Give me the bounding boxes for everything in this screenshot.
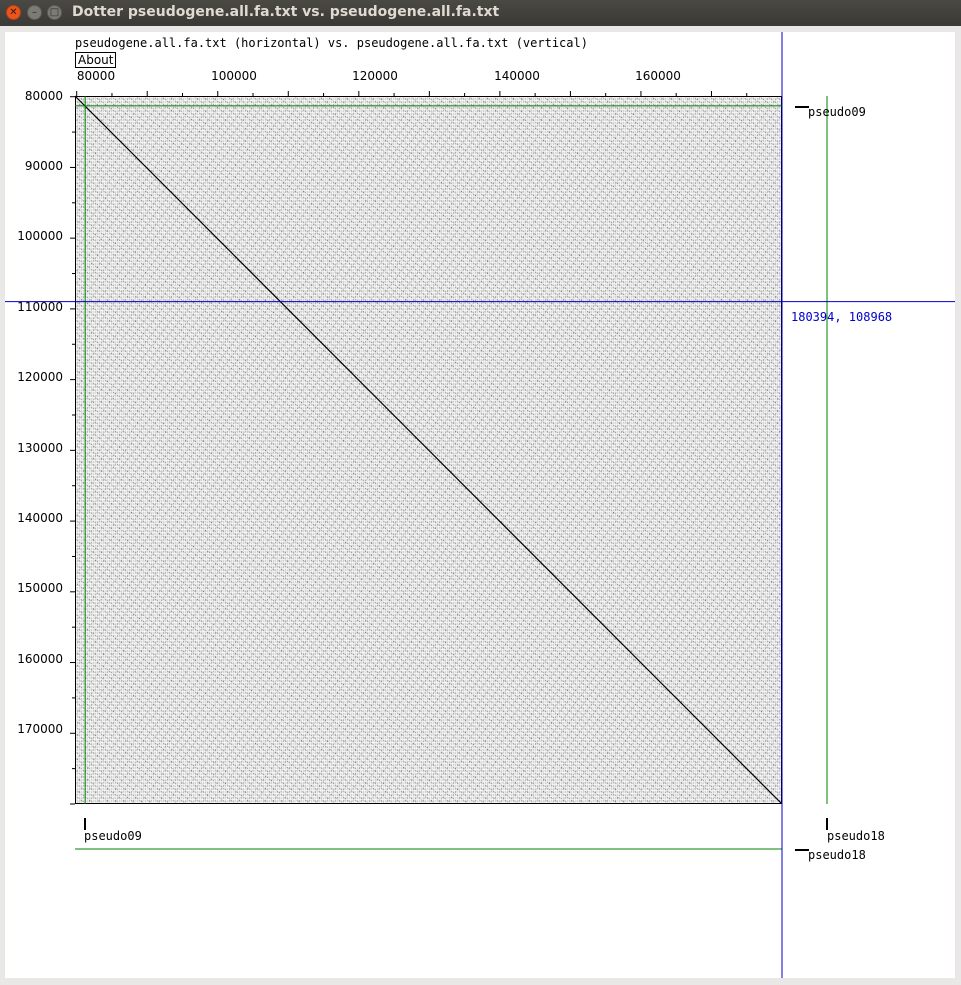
x-tick-label: 100000 [211, 69, 257, 83]
y-tick-label: 160000 [17, 652, 63, 666]
y-tick-label: 80000 [24, 89, 63, 103]
y-tick-label: 110000 [17, 300, 63, 314]
y-tick-label: 140000 [17, 511, 63, 525]
x-tick-label: 80000 [76, 69, 116, 83]
feature-label-bottom-right: pseudo18 [827, 829, 885, 843]
window-title: Dotter pseudogene.all.fa.txt vs. pseudog… [72, 4, 500, 20]
axis-ticks [70, 91, 783, 805]
maximize-icon[interactable]: □ [47, 5, 62, 20]
crosshair-coordinates: 180394, 108968 [791, 309, 893, 324]
y-tick-label: 90000 [24, 159, 63, 173]
feature-label-bottom-left: pseudo09 [84, 829, 142, 843]
x-tick-label: 120000 [352, 69, 398, 83]
title-bar: ✕ – □ Dotter pseudogene.all.fa.txt vs. p… [0, 0, 961, 26]
dotplot-canvas[interactable]: pseudogene.all.fa.txt (horizontal) vs. p… [5, 32, 955, 978]
minimize-icon[interactable]: – [27, 5, 42, 20]
feature-label-right-top: pseudo09 [808, 105, 866, 119]
y-tick-label: 150000 [17, 581, 63, 595]
plot-overlay [5, 32, 955, 978]
alignment-diagonal [74, 95, 783, 805]
y-tick-label: 130000 [17, 441, 63, 455]
plot-heading: pseudogene.all.fa.txt (horizontal) vs. p… [75, 36, 588, 50]
x-tick-label: 140000 [494, 69, 540, 83]
feature-label-right-bottom: pseudo18 [808, 848, 866, 862]
x-tick-label: 160000 [635, 69, 681, 83]
y-tick-label: 170000 [17, 722, 63, 736]
window-client: pseudogene.all.fa.txt (horizontal) vs. p… [0, 26, 961, 985]
close-icon[interactable]: ✕ [6, 5, 21, 20]
y-tick-label: 120000 [17, 370, 63, 384]
about-button[interactable]: About [75, 52, 117, 68]
y-tick-label: 100000 [17, 229, 63, 243]
